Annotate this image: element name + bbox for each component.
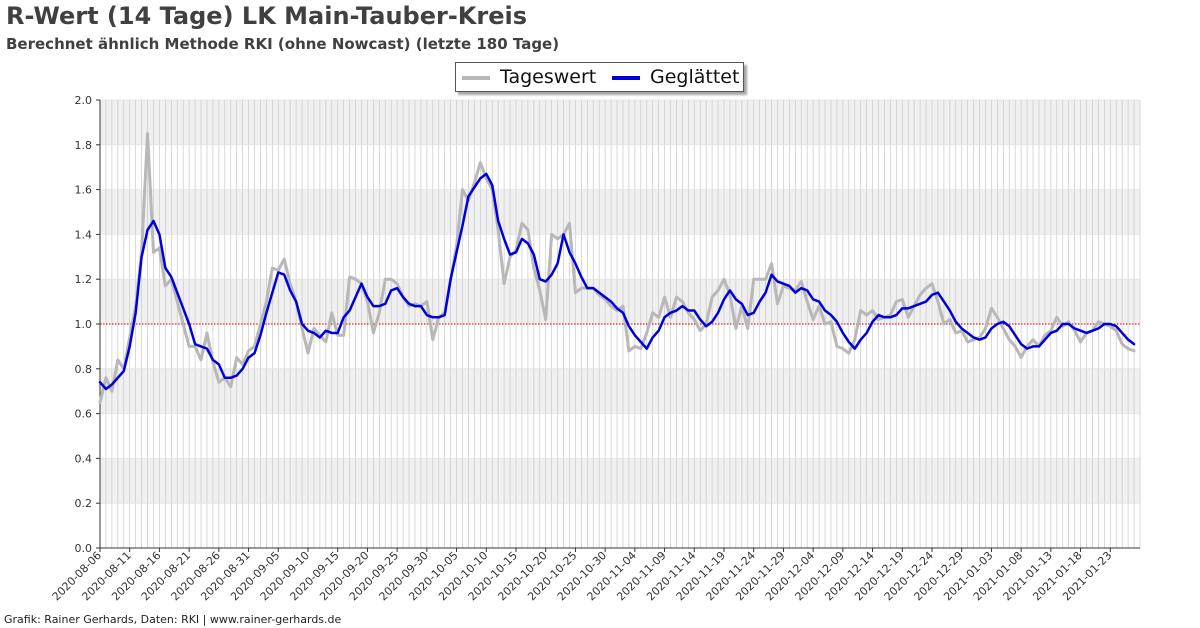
y-tick-label: 1.8	[75, 139, 93, 152]
y-tick-label: 2.0	[75, 94, 93, 107]
legend-swatch-raw	[462, 76, 490, 80]
series-line-geglaettet	[98, 172, 1136, 391]
page-title: R-Wert (14 Tage) LK Main-Tauber-Kreis	[6, 2, 528, 30]
y-tick-label: 1.0	[75, 318, 93, 331]
y-tick-label: 1.2	[75, 273, 93, 286]
y-tick-label: 0.0	[75, 542, 93, 555]
y-tick-label: 0.2	[75, 497, 93, 510]
grid-band	[100, 100, 1140, 145]
grid-band	[100, 458, 1140, 504]
y-tick-label: 0.4	[75, 452, 93, 465]
legend-swatch-smooth	[612, 76, 640, 80]
grid-band	[100, 368, 1140, 414]
y-tick-label: 1.4	[75, 228, 93, 241]
y-tick-label: 1.6	[75, 184, 93, 197]
y-tick-label: 0.6	[75, 408, 93, 421]
footer-credit: Grafik: Rainer Gerhards, Daten: RKI | ww…	[4, 613, 342, 626]
legend-label-raw: Tageswert	[500, 66, 597, 88]
grid-band	[100, 279, 1140, 324]
page-subtitle: Berechnet ähnlich Methode RKI (ohne Nowc…	[6, 35, 560, 53]
legend-label-smooth: Geglättet	[650, 66, 740, 88]
y-tick-label: 0.8	[75, 363, 93, 376]
grid-band	[100, 189, 1140, 235]
series-line-tageswert	[98, 132, 1136, 404]
chart-legend: Tageswert Geglättet	[455, 62, 744, 92]
